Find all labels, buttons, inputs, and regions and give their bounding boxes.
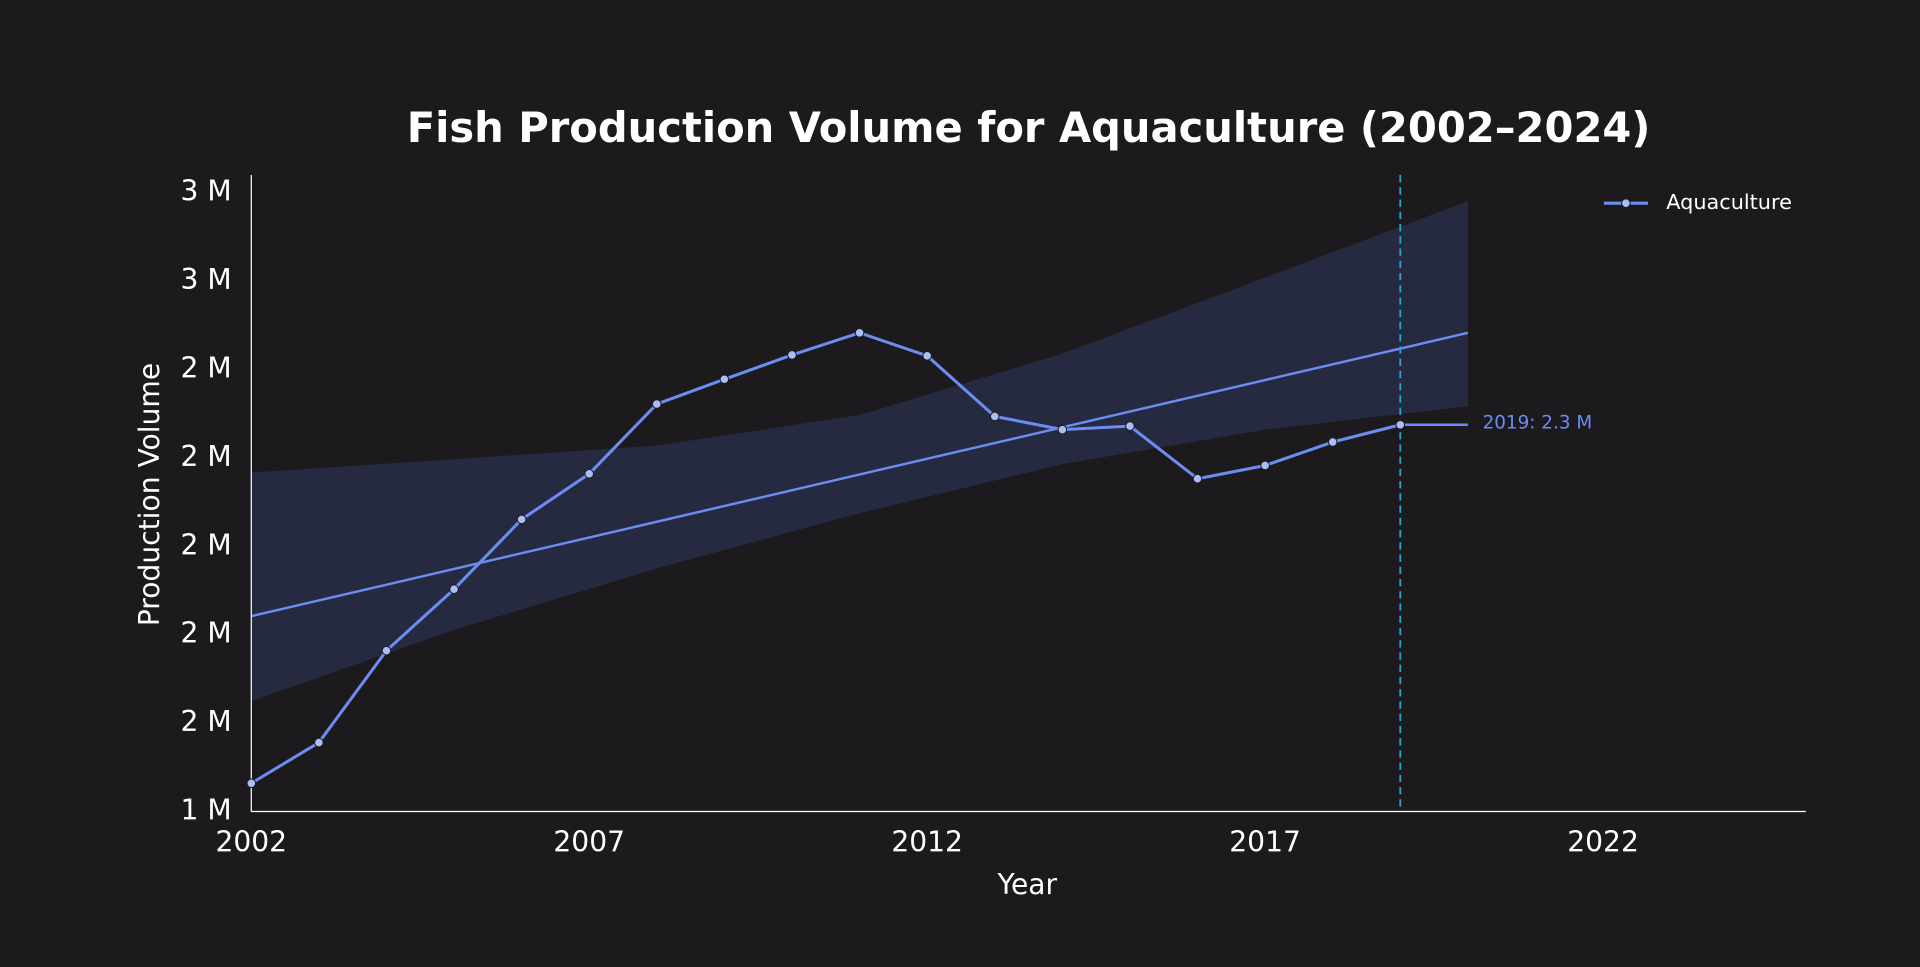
x-tick-label: 2002 xyxy=(215,825,287,858)
y-tick-label: 2 M xyxy=(181,617,232,650)
data-point xyxy=(314,737,324,748)
data-point xyxy=(989,411,1000,422)
data-point xyxy=(1260,460,1270,471)
data-point xyxy=(1057,424,1068,435)
x-tick-label: 2017 xyxy=(1229,825,1301,858)
data-point xyxy=(1327,437,1338,447)
y-tick-label: 1 M xyxy=(181,794,232,827)
y-tick-label: 2 M xyxy=(181,705,232,738)
y-tick-label: 3 M xyxy=(181,263,232,296)
y-axis-label: Production Volume xyxy=(133,363,166,626)
data-point xyxy=(381,645,392,656)
data-point xyxy=(449,584,459,594)
data-point xyxy=(516,514,527,525)
y-tick-label: 3 M xyxy=(181,175,232,208)
legend-marker xyxy=(1621,198,1631,208)
data-point xyxy=(1192,473,1203,484)
data-point xyxy=(922,351,932,361)
data-point xyxy=(1395,420,1406,430)
data-point xyxy=(787,350,797,360)
legend-label: Aquaculture xyxy=(1666,190,1792,214)
trend-line xyxy=(250,331,1469,618)
y-tick-label: 2 M xyxy=(181,528,232,561)
data-point xyxy=(652,399,662,409)
data-point xyxy=(584,469,594,479)
data-point xyxy=(719,374,730,385)
x-tick-label: 2022 xyxy=(1567,825,1639,858)
chart-title: Fish Production Volume for Aquaculture (… xyxy=(407,103,1651,152)
data-point xyxy=(1125,421,1135,431)
data-point xyxy=(854,328,865,338)
y-tick-label: 2 M xyxy=(181,440,232,473)
x-axis-label: Year xyxy=(997,868,1058,901)
data-point xyxy=(246,778,257,789)
x-tick-label: 2007 xyxy=(553,825,625,858)
data-line xyxy=(250,331,1401,785)
annotation: 2019: 2.3 M xyxy=(1483,413,1593,434)
x-tick-label: 2012 xyxy=(891,825,963,858)
confidence-band xyxy=(251,201,1468,702)
y-tick-label: 2 M xyxy=(181,352,232,385)
